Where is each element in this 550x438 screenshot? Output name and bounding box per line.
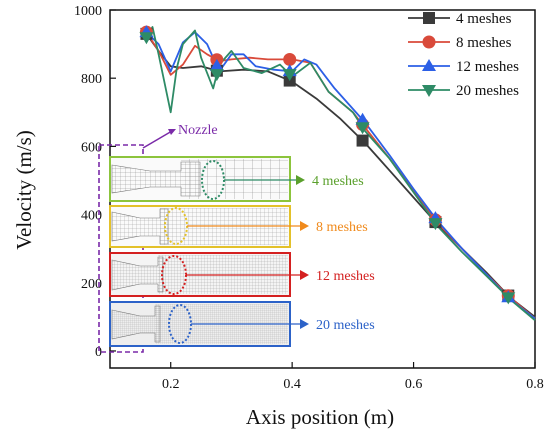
mesh-inset: Nozzle 4 meshes 8 meshes — [98, 123, 375, 353]
legend-marker — [423, 12, 435, 24]
y-tick-label: 400 — [81, 209, 102, 224]
nozzle-arrowhead — [168, 129, 176, 135]
data-point — [501, 292, 516, 305]
y-axis-title: Velocity (m/s) — [12, 130, 36, 250]
data-point — [139, 32, 154, 45]
legend-marker — [422, 35, 436, 49]
mesh-panel-4: 4 meshes — [109, 156, 364, 202]
mesh-label-12: 12 meshes — [316, 269, 375, 284]
series-lines — [145, 26, 536, 321]
mesh-panel-8: 8 meshes — [109, 205, 368, 248]
panel-arrowhead — [296, 175, 305, 185]
data-point — [283, 52, 297, 66]
nozzle-mesh — [111, 161, 201, 197]
data-point — [355, 122, 370, 135]
panel-arrowhead — [300, 270, 309, 280]
legend: 4 meshes 8 meshes 12 meshes 20 meshes — [408, 11, 519, 99]
data-point — [209, 58, 224, 71]
legend-marker — [422, 85, 436, 97]
panel-arrowhead — [300, 221, 309, 231]
y-tick-label: 1000 — [74, 4, 102, 19]
data-point — [355, 112, 370, 125]
nozzle-mesh — [111, 256, 164, 293]
mesh-label-8: 8 meshes — [316, 220, 368, 235]
x-tick-label: 0.4 — [283, 377, 301, 392]
legend-marker — [422, 59, 436, 71]
legend-label: 4 meshes — [456, 11, 512, 27]
mesh-panel-12: 12 meshes — [109, 252, 375, 297]
nozzle-mesh — [111, 305, 161, 343]
nozzle-mesh — [111, 208, 169, 245]
y-tick-label: 200 — [81, 277, 102, 292]
axis-ticks: 0.2 0.4 0.6 0.8 0 200 400 600 800 1000 — [74, 4, 544, 392]
y-tick-label: 600 — [81, 140, 102, 155]
legend-label: 20 meshes — [456, 83, 519, 99]
x-axis-title: Axis position (m) — [246, 405, 394, 429]
x-tick-label: 0.6 — [405, 377, 423, 392]
data-point — [209, 69, 224, 82]
x-tick-label: 0.2 — [162, 377, 180, 392]
data-point — [282, 69, 297, 82]
mesh-panel-20: 20 meshes — [109, 301, 375, 347]
mesh-label-4: 4 meshes — [312, 174, 364, 189]
x-tick-label: 0.8 — [526, 377, 544, 392]
series-markers — [139, 25, 516, 305]
legend-label: 12 meshes — [456, 59, 519, 75]
data-point — [428, 218, 443, 231]
nozzle-selection-box — [98, 144, 144, 353]
nozzle-arrow — [142, 130, 173, 149]
legend-label: 8 meshes — [456, 35, 512, 51]
y-tick-label: 800 — [81, 72, 102, 87]
mesh-label-20: 20 meshes — [316, 318, 375, 333]
y-tick-label: 0 — [95, 345, 102, 360]
nozzle-label: Nozzle — [178, 123, 218, 138]
panel-arrowhead — [300, 319, 309, 329]
data-point — [356, 134, 369, 147]
